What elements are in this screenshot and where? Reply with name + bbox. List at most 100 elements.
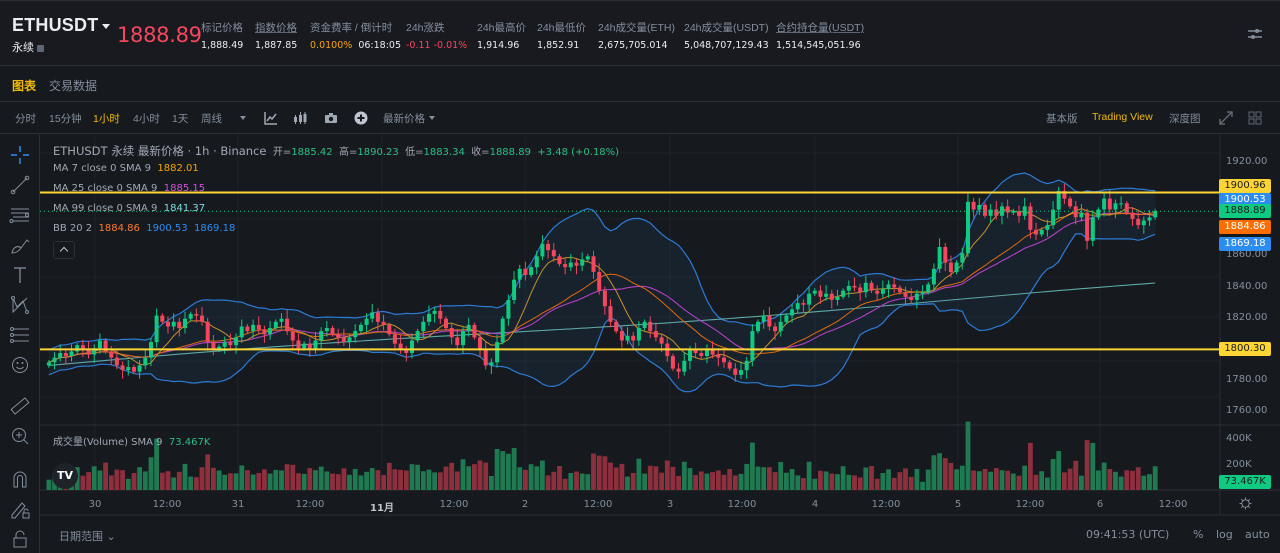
contract-type: 永续 <box>12 39 44 55</box>
emoji-icon[interactable] <box>9 354 31 376</box>
price-axis-label: 1860.00 <box>1226 249 1268 261</box>
contract-type-label: 永续 <box>12 42 34 54</box>
price-type-caret-icon[interactable] <box>429 116 435 120</box>
info-icon[interactable] <box>37 44 44 52</box>
stat-value: 1,914.96 <box>477 40 520 51</box>
price-type-select[interactable]: 最新价格 <box>383 113 425 125</box>
candlestick-canvas[interactable] <box>40 135 1280 553</box>
legend-bb[interactable]: BB 20 2 1884.86 1900.53 1869.18 <box>53 223 235 234</box>
percent-toggle[interactable]: % <box>1193 528 1204 541</box>
close-label: 收= <box>471 147 490 158</box>
volume-axis-label: 400K <box>1226 433 1252 444</box>
stat-label: 24h涨跌 <box>406 22 445 34</box>
price-tag: 1900.53 <box>1219 193 1271 208</box>
time-axis-label: 12:00 <box>295 499 325 510</box>
text-icon[interactable] <box>9 264 31 286</box>
legend-ma25[interactable]: MA 25 close 0 SMA 9 1885.15 <box>53 183 205 194</box>
brush-icon[interactable] <box>9 234 31 256</box>
magnet-icon[interactable] <box>9 468 31 490</box>
ticker-header: ETHUSDT 永续 1888.89 标记价格 1,888.49 指数价格 1,887… <box>0 0 1280 66</box>
layout-grid-icon[interactable] <box>1248 111 1262 125</box>
log-toggle[interactable]: log <box>1216 528 1233 541</box>
ruler-icon[interactable] <box>9 395 31 417</box>
view-basic[interactable]: 基本版 <box>1046 113 1078 125</box>
caret-down-icon[interactable] <box>102 23 111 29</box>
price-axis-label: 1780.00 <box>1226 374 1268 386</box>
stat-label: 24h成交量(USDT) <box>684 22 769 34</box>
bb-lower-value: 1869.18 <box>193 223 236 234</box>
interval-4h[interactable]: 4小时 <box>133 113 160 125</box>
time-axis-label: 12:00 <box>727 499 757 510</box>
crosshair-icon[interactable] <box>9 144 31 166</box>
tradingview-logo: TV <box>52 463 78 489</box>
tab-trading-data[interactable]: 交易数据 <box>49 79 98 93</box>
chart-settings-gear-icon[interactable] <box>1239 497 1252 510</box>
legend-ma99[interactable]: MA 99 close 0 SMA 9 1841.37 <box>53 203 205 214</box>
close-value: 1888.89 <box>489 147 531 158</box>
low-value: 1883.34 <box>423 147 465 158</box>
view-tradingview[interactable]: Trading View <box>1092 111 1153 123</box>
legend-volume[interactable]: 成交量(Volume) SMA 9 73.467K <box>53 433 210 448</box>
interval-time[interactable]: 分时 <box>15 113 36 125</box>
symbol-name[interactable]: ETHUSDT <box>12 15 99 35</box>
bb-label: BB 20 2 <box>53 223 93 234</box>
lock-icon[interactable] <box>9 528 31 550</box>
price-tag: 1900.96 <box>1219 179 1271 194</box>
pattern-icon[interactable] <box>9 294 31 316</box>
time-axis-label: 31 <box>231 499 245 510</box>
stat-label[interactable]: 指数价格 <box>255 22 297 34</box>
drawing-toolbar <box>0 135 40 553</box>
interval-1h[interactable]: 1小时 <box>93 113 120 125</box>
stat-value: 2,675,705.014 <box>598 40 668 51</box>
price-chart[interactable]: ETHUSDT 永续 最新价格 · 1h · Binance 开=1885.42… <box>40 135 1280 553</box>
date-range-button[interactable]: 日期范围 ⌄ <box>59 530 116 543</box>
interval-1w[interactable]: 周线 <box>201 113 222 125</box>
price-axis-label: 1760.00 <box>1226 405 1268 417</box>
price-axis-label: 1920.00 <box>1226 155 1268 167</box>
fib-icon[interactable] <box>9 324 31 346</box>
stat-value: 0.0100% 06:18:05 <box>310 40 401 51</box>
add-indicator-icon[interactable] <box>354 111 368 125</box>
trend-line-icon[interactable] <box>9 174 31 196</box>
volume-label: 成交量(Volume) SMA 9 <box>53 437 163 448</box>
open-label: 开= <box>272 147 292 158</box>
clock[interactable]: 09:41:53 (UTC) <box>1086 528 1170 541</box>
stat-6: 24h成交量(ETH) 2,675,705.014 <box>598 20 675 51</box>
change-value: +3.48 (+0.18%) <box>537 147 620 158</box>
auto-toggle[interactable]: auto <box>1245 528 1270 541</box>
camera-icon[interactable] <box>324 111 338 125</box>
horizontal-lines-icon[interactable] <box>9 204 31 226</box>
high-label: 高= <box>338 147 358 158</box>
time-axis-label: 12:00 <box>152 499 182 510</box>
ma25-label: MA 25 close 0 SMA 9 <box>53 183 158 194</box>
price-tag: 1800.30 <box>1219 342 1271 357</box>
more-intervals-icon[interactable] <box>240 116 246 120</box>
time-axis-label: 30 <box>88 499 102 510</box>
sliders-icon[interactable] <box>1248 28 1262 40</box>
fullscreen-icon[interactable] <box>1219 111 1233 125</box>
high-value: 1890.23 <box>357 147 399 158</box>
interval-15m[interactable]: 15分钟 <box>49 113 82 125</box>
stat-label: 24h成交量(ETH) <box>598 22 676 34</box>
view-depth[interactable]: 深度图 <box>1169 113 1201 125</box>
ma7-label: MA 7 close 0 SMA 9 <box>53 163 152 174</box>
interval-1d[interactable]: 1天 <box>172 113 189 125</box>
last-price: 1888.89 <box>117 23 202 47</box>
price-axis-label: 1840.00 <box>1226 280 1268 292</box>
stat-label[interactable]: 合约持仓量(USDT) <box>776 22 865 34</box>
candle-type-icon[interactable] <box>293 111 307 125</box>
collapse-legend-button[interactable] <box>53 241 75 259</box>
tab-chart[interactable]: 图表 <box>12 79 37 93</box>
stat-value: 1,888.49 <box>201 40 244 51</box>
stat-label: 标记价格 <box>201 22 243 34</box>
legend-ma7[interactable]: MA 7 close 0 SMA 9 1882.01 <box>53 163 199 174</box>
stat-value: 1,887.85 <box>255 40 298 51</box>
lock-drawing-icon[interactable] <box>9 498 31 520</box>
symbol-selector[interactable]: ETHUSDT <box>12 15 111 36</box>
price-tag: 1888.89 <box>1219 204 1271 219</box>
stat-3: 24h涨跌 -0.11 -0.01% <box>406 20 467 51</box>
indicators-icon[interactable] <box>264 111 278 125</box>
zoom-in-icon[interactable] <box>9 425 31 447</box>
volume-axis-label: 200K <box>1226 459 1252 470</box>
stat-7: 24h成交量(USDT) 5,048,707,129.43 <box>684 20 769 51</box>
